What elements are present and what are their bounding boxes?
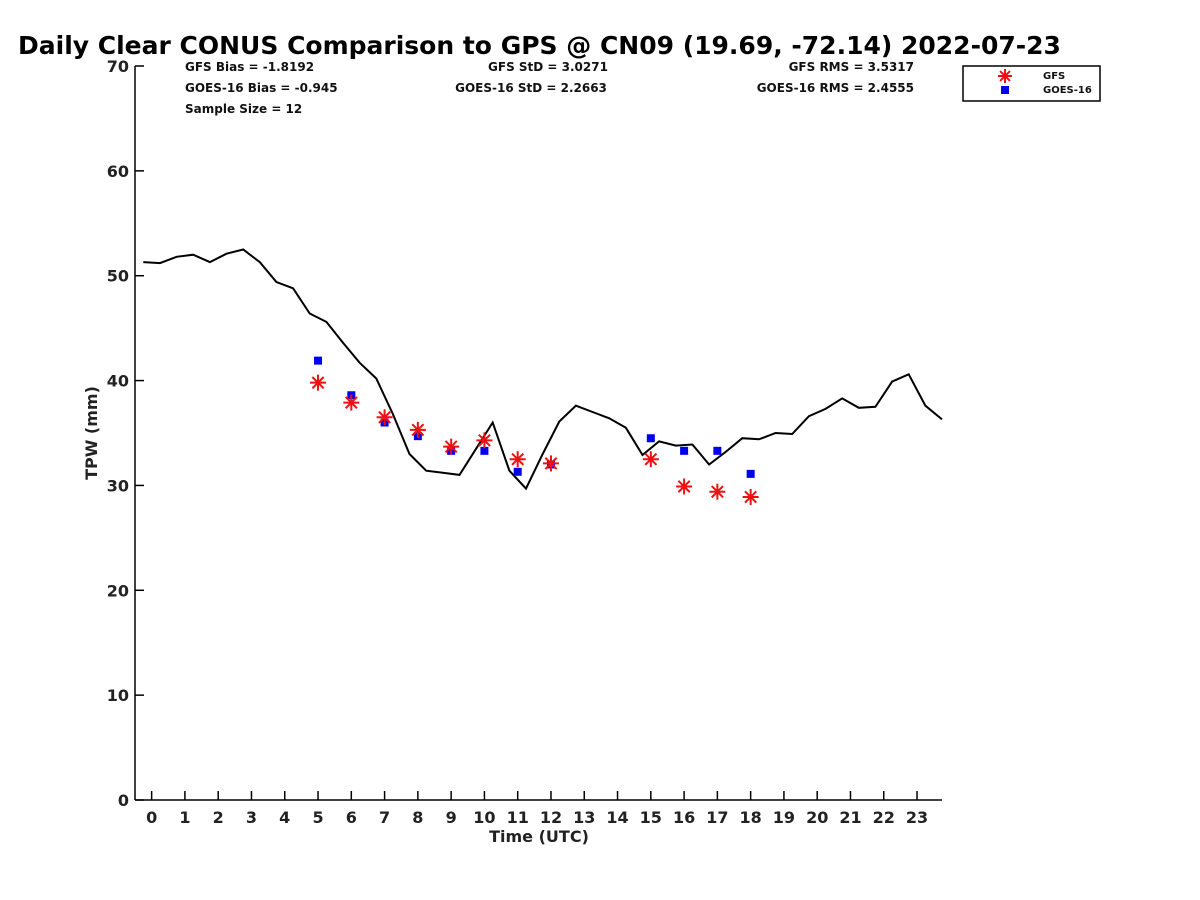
x-tick-label: 2 xyxy=(213,808,224,827)
gfs-point xyxy=(343,394,360,411)
x-tick-label: 4 xyxy=(279,808,290,827)
gfs-point xyxy=(310,374,327,391)
x-tick-label: 11 xyxy=(507,808,529,827)
gfs-point xyxy=(642,451,659,468)
sample-size-stat: Sample Size = 12 xyxy=(185,102,302,116)
x-tick-label: 1 xyxy=(179,808,190,827)
x-tick-label: 0 xyxy=(146,808,157,827)
gps-series xyxy=(143,248,943,491)
goes-16-point xyxy=(513,467,522,476)
gfs-rms-stat: GFS RMS = 3.5317 xyxy=(789,60,914,74)
x-tick-label: 15 xyxy=(640,808,662,827)
x-tick-label: 10 xyxy=(473,808,495,827)
y-tick-label: 10 xyxy=(107,686,129,705)
legend-box xyxy=(962,65,1101,102)
x-tick-label: 18 xyxy=(740,808,762,827)
x-tick-label: 14 xyxy=(606,808,628,827)
legend-goes-16-label: GOES-16 xyxy=(1043,85,1092,96)
x-tick-label: 12 xyxy=(540,808,562,827)
x-tick-label: 3 xyxy=(246,808,257,827)
legend: GFS GOES-16 xyxy=(962,65,1101,102)
goes-16-point xyxy=(713,446,722,455)
legend-goes-16-marker xyxy=(1001,86,1009,94)
y-tick-label: 60 xyxy=(107,162,129,181)
gfs-point xyxy=(542,455,559,472)
goes-16-bias-stat: GOES-16 Bias = -0.945 xyxy=(185,81,338,95)
y-tick-label: 70 xyxy=(107,57,129,76)
x-tick-label: 19 xyxy=(773,808,795,827)
y-axis-label: TPW (mm) xyxy=(82,386,101,480)
gfs-std-stat: GFS StD = 3.0271 xyxy=(488,60,608,74)
gfs-point xyxy=(509,451,526,468)
legend-gfs-asterisk xyxy=(998,69,1012,83)
x-tick-label: 6 xyxy=(346,808,357,827)
x-tick-label: 20 xyxy=(806,808,828,827)
gps-line xyxy=(143,248,943,491)
legend-gfs-marker xyxy=(998,69,1012,83)
x-tick-label: 21 xyxy=(839,808,861,827)
gfs-point xyxy=(443,438,460,455)
gfs-point xyxy=(709,483,726,500)
x-tick-label: 5 xyxy=(312,808,323,827)
y-tick-label: 30 xyxy=(107,476,129,495)
y-tick-label: 50 xyxy=(107,267,129,286)
goes-16-point xyxy=(680,446,689,455)
gfs-point xyxy=(676,478,693,495)
axes xyxy=(134,66,942,801)
x-tick-label: 22 xyxy=(873,808,895,827)
gfs-point xyxy=(476,432,493,449)
x-tick-label: 7 xyxy=(379,808,390,827)
x-tick-label: 9 xyxy=(446,808,457,827)
goes-16-rms-stat: GOES-16 RMS = 2.4555 xyxy=(757,81,914,95)
goes-16-point xyxy=(746,469,755,478)
gfs-series xyxy=(310,374,759,505)
y-tick-label: 20 xyxy=(107,581,129,600)
x-tick-label: 13 xyxy=(573,808,595,827)
x-tick-label: 17 xyxy=(706,808,728,827)
goes-16-point xyxy=(480,446,489,455)
goes-16-point xyxy=(314,356,323,365)
y-tick-label: 40 xyxy=(107,372,129,391)
gfs-point xyxy=(409,421,426,438)
legend-gfs-label: GFS xyxy=(1043,71,1065,82)
gfs-point xyxy=(742,488,759,505)
x-tick-label: 8 xyxy=(412,808,423,827)
gfs-point xyxy=(376,409,393,426)
chart-title: Daily Clear CONUS Comparison to GPS @ CN… xyxy=(18,31,1061,60)
x-tick-label: 23 xyxy=(906,808,928,827)
goes-16-std-stat: GOES-16 StD = 2.2663 xyxy=(455,81,607,95)
gfs-bias-stat: GFS Bias = -1.8192 xyxy=(185,60,314,74)
x-tick-label: 16 xyxy=(673,808,695,827)
goes-16-point xyxy=(646,434,655,443)
x-axis-label: Time (UTC) xyxy=(489,827,589,846)
y-tick-label: 0 xyxy=(118,791,129,810)
